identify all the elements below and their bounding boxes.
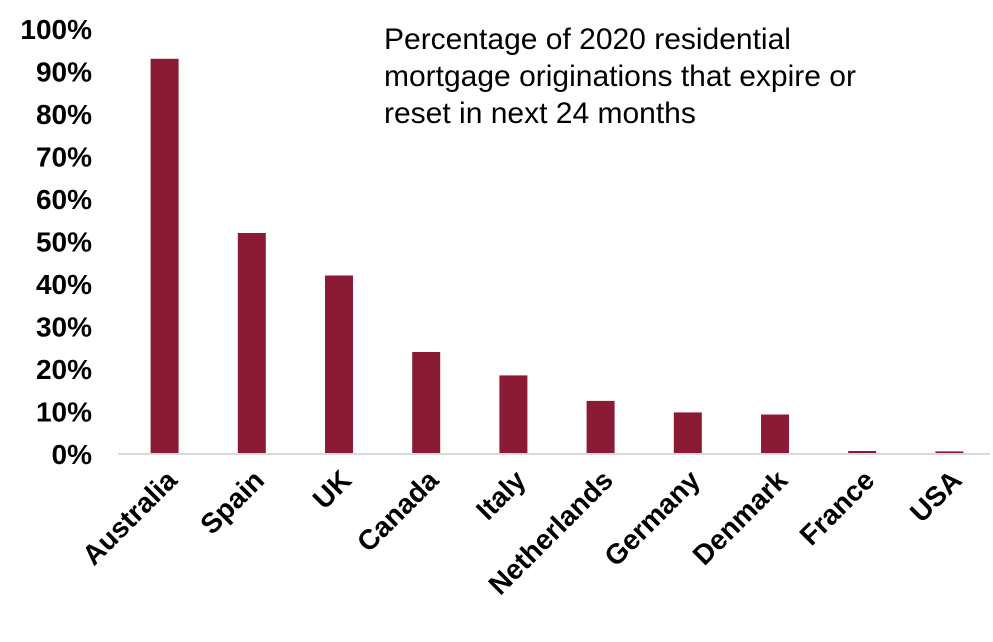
bar-uk (325, 275, 353, 454)
x-tick-label: France (794, 464, 881, 551)
bar-australia (150, 58, 179, 455)
y-tick-label: 10% (36, 397, 92, 428)
y-tick-label: 60% (36, 184, 92, 215)
chart-title-line-1: Percentage of 2020 residential (384, 23, 791, 56)
bar-denmark (761, 414, 789, 454)
x-tick-label: Spain (194, 464, 270, 540)
x-tick-label: USA (904, 464, 968, 528)
bar-spain (237, 233, 266, 454)
y-tick-label: 90% (36, 57, 92, 88)
y-tick-label: 20% (36, 354, 92, 385)
bar-series (150, 58, 964, 455)
chart-title-line-2: mortgage originations that expire or (384, 60, 856, 93)
bar-usa (935, 451, 964, 454)
bar-germany (673, 412, 702, 454)
bar-canada (412, 352, 441, 454)
bar-italy (499, 375, 528, 454)
y-tick-label: 100% (20, 14, 92, 45)
x-tick-label: Australia (76, 464, 183, 571)
y-tick-label: 0% (52, 439, 93, 470)
y-tick-label: 30% (36, 312, 92, 343)
y-tick-label: 40% (36, 269, 92, 300)
bar-france (848, 451, 877, 454)
x-tick-label: Denmark (687, 464, 794, 571)
x-tick-label: Italy (470, 464, 532, 526)
x-tick-label: Germany (598, 464, 706, 572)
y-tick-label: 50% (36, 227, 92, 258)
bar-netherlands (586, 400, 615, 454)
y-tick-label: 80% (36, 99, 92, 130)
x-tick-label: Canada (351, 464, 445, 558)
chart-title-line-3: reset in next 24 months (384, 97, 696, 130)
y-tick-label: 70% (36, 142, 92, 173)
chart-title: Percentage of 2020 residential mortgage … (384, 23, 856, 130)
x-tick-label: UK (307, 464, 358, 515)
y-axis: 0% 10% 20% 30% 40% 50% 60% 70% 80% 90% 100% (20, 14, 92, 470)
